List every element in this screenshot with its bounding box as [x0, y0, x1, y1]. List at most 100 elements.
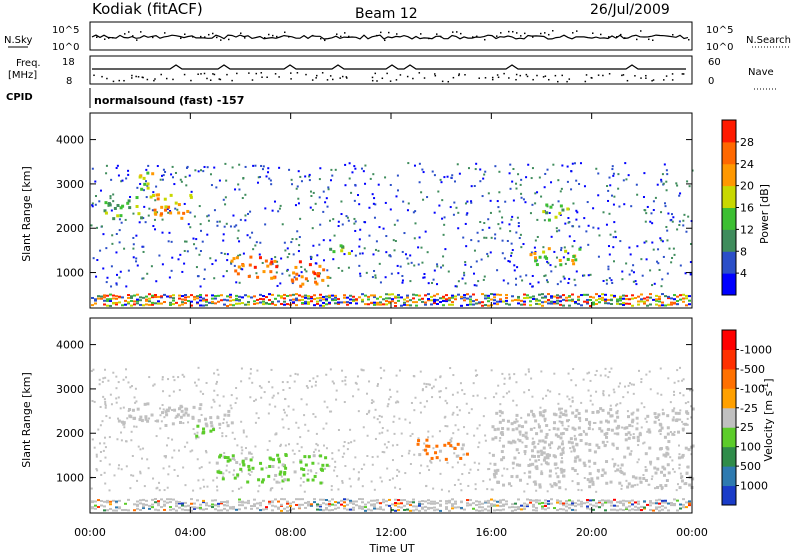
echo-cell	[244, 447, 247, 450]
echo-cell	[450, 176, 453, 179]
echo-cell	[625, 262, 628, 265]
echo-cell	[225, 435, 228, 438]
nave-dot	[93, 74, 95, 77]
ground-scatter-cell	[448, 299, 451, 302]
ground-scatter-cell	[154, 296, 157, 299]
echo-cell	[457, 211, 460, 214]
ground-scatter-cell	[604, 298, 607, 301]
ground-scatter-cell	[598, 295, 601, 298]
feature-cell	[341, 245, 345, 249]
ground-scatter-cell	[604, 293, 607, 296]
echo-cell	[258, 253, 261, 256]
echo-cell	[396, 264, 399, 267]
ground-scatter-cell	[277, 294, 280, 297]
feature-cell	[427, 444, 431, 448]
ground-scatter-cell	[103, 505, 106, 508]
echo-cell	[451, 466, 454, 469]
noise-dot	[200, 35, 202, 38]
echo-cell	[549, 390, 552, 393]
echo-cell	[150, 265, 153, 268]
echo-cell	[127, 269, 130, 272]
ground-scatter-cell	[499, 501, 502, 504]
noise-right-label: N.Search	[746, 35, 791, 46]
echo-cell	[487, 218, 490, 221]
ground-scatter-cell	[481, 301, 484, 304]
echo-cell	[302, 480, 305, 483]
echo-cell	[478, 462, 481, 465]
echo-cell	[510, 242, 513, 245]
echo-cell	[589, 394, 592, 397]
feature-cell	[626, 446, 630, 450]
echo-cell	[470, 239, 473, 242]
echo-cell	[368, 206, 371, 209]
ground-scatter-cell	[433, 509, 436, 512]
ground-scatter-cell	[331, 298, 334, 301]
echo-cell	[494, 165, 497, 168]
ground-scatter-cell	[448, 297, 451, 300]
ground-scatter-cell	[373, 296, 376, 299]
ground-scatter-cell	[568, 304, 571, 307]
ground-scatter-cell	[151, 503, 154, 506]
echo-cell	[560, 187, 563, 190]
ground-scatter-cell	[235, 299, 238, 302]
echo-cell	[232, 473, 235, 476]
ground-scatter-cell	[286, 303, 289, 306]
ground-scatter-cell	[514, 502, 517, 505]
noise-dot	[340, 35, 342, 38]
ground-scatter-cell	[688, 299, 691, 302]
ground-scatter-cell	[295, 304, 298, 307]
ground-scatter-cell	[304, 294, 307, 297]
feature-cell	[515, 448, 519, 452]
ground-scatter-cell	[550, 295, 553, 298]
ground-scatter-cell	[385, 303, 388, 306]
ground-scatter-cell	[124, 303, 127, 306]
ground-scatter-cell	[430, 502, 433, 505]
echo-cell	[553, 250, 556, 253]
echo-cell	[494, 476, 497, 479]
ground-scatter-cell	[598, 500, 601, 503]
feature-cell	[553, 421, 557, 425]
ground-scatter-cell	[331, 498, 334, 501]
echo-cell	[161, 376, 164, 379]
echo-cell	[589, 379, 592, 382]
echo-cell	[621, 270, 624, 273]
echo-cell	[454, 285, 457, 288]
echo-cell	[441, 199, 444, 202]
echo-cell	[643, 209, 646, 212]
echo-cell	[295, 238, 298, 241]
ground-scatter-cell	[490, 498, 493, 501]
ground-scatter-cell	[151, 506, 154, 509]
echo-cell	[490, 236, 493, 239]
echo-cell	[389, 255, 392, 258]
ground-scatter-cell	[406, 296, 409, 299]
ground-scatter-cell	[178, 502, 181, 505]
echo-cell	[213, 209, 216, 212]
ground-scatter-cell	[643, 302, 646, 305]
echo-cell	[147, 164, 150, 167]
echo-cell	[413, 164, 416, 167]
echo-cell	[676, 369, 679, 372]
feature-cell	[559, 263, 563, 267]
ground-scatter-cell	[205, 507, 208, 510]
echo-cell	[213, 372, 216, 375]
echo-cell	[278, 207, 281, 210]
echo-cell	[520, 178, 523, 181]
feature-cell	[247, 274, 251, 278]
ground-scatter-cell	[394, 502, 397, 505]
echo-cell	[365, 271, 368, 274]
ground-scatter-cell	[541, 507, 544, 510]
ground-scatter-cell	[100, 499, 103, 502]
feature-cell	[588, 448, 592, 452]
ground-scatter-cell	[565, 500, 568, 503]
feature-cell	[425, 444, 429, 448]
feature-cell	[601, 468, 605, 472]
ground-scatter-cell	[454, 502, 457, 505]
echo-cell	[118, 218, 121, 221]
echo-cell	[99, 450, 102, 453]
ground-scatter-cell	[661, 304, 664, 307]
ground-scatter-cell	[463, 299, 466, 302]
ground-scatter-cell	[484, 508, 487, 511]
echo-cell	[461, 277, 464, 280]
echo-cell	[264, 207, 267, 210]
ground-scatter-cell	[112, 499, 115, 502]
